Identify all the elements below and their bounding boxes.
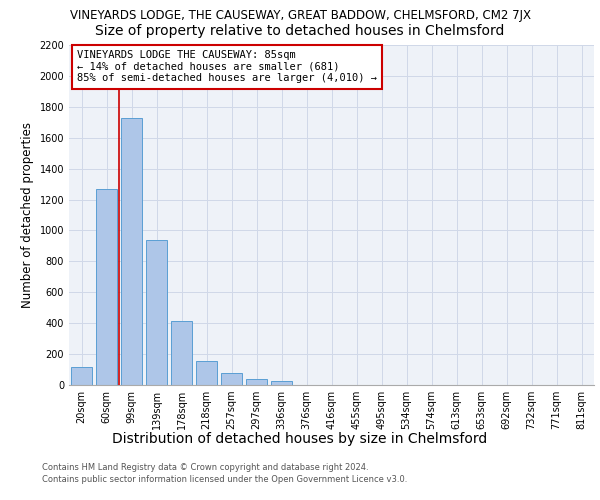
Bar [121, 118, 142, 385]
Text: Size of property relative to detached houses in Chelmsford: Size of property relative to detached ho… [95, 24, 505, 38]
Bar [221, 372, 242, 385]
Text: VINEYARDS LODGE, THE CAUSEWAY, GREAT BADDOW, CHELMSFORD, CM2 7JX: VINEYARDS LODGE, THE CAUSEWAY, GREAT BAD… [70, 9, 530, 22]
Text: Contains HM Land Registry data © Crown copyright and database right 2024.: Contains HM Land Registry data © Crown c… [42, 464, 368, 472]
Bar [246, 379, 267, 385]
Bar [96, 188, 117, 385]
Bar [146, 240, 167, 385]
Bar [271, 381, 292, 385]
Text: Distribution of detached houses by size in Chelmsford: Distribution of detached houses by size … [112, 432, 488, 446]
Bar [171, 321, 192, 385]
Y-axis label: Number of detached properties: Number of detached properties [21, 122, 34, 308]
Bar [71, 367, 92, 385]
Text: VINEYARDS LODGE THE CAUSEWAY: 85sqm
← 14% of detached houses are smaller (681)
8: VINEYARDS LODGE THE CAUSEWAY: 85sqm ← 14… [77, 50, 377, 84]
Bar [196, 361, 217, 385]
Text: Contains public sector information licensed under the Open Government Licence v3: Contains public sector information licen… [42, 475, 407, 484]
